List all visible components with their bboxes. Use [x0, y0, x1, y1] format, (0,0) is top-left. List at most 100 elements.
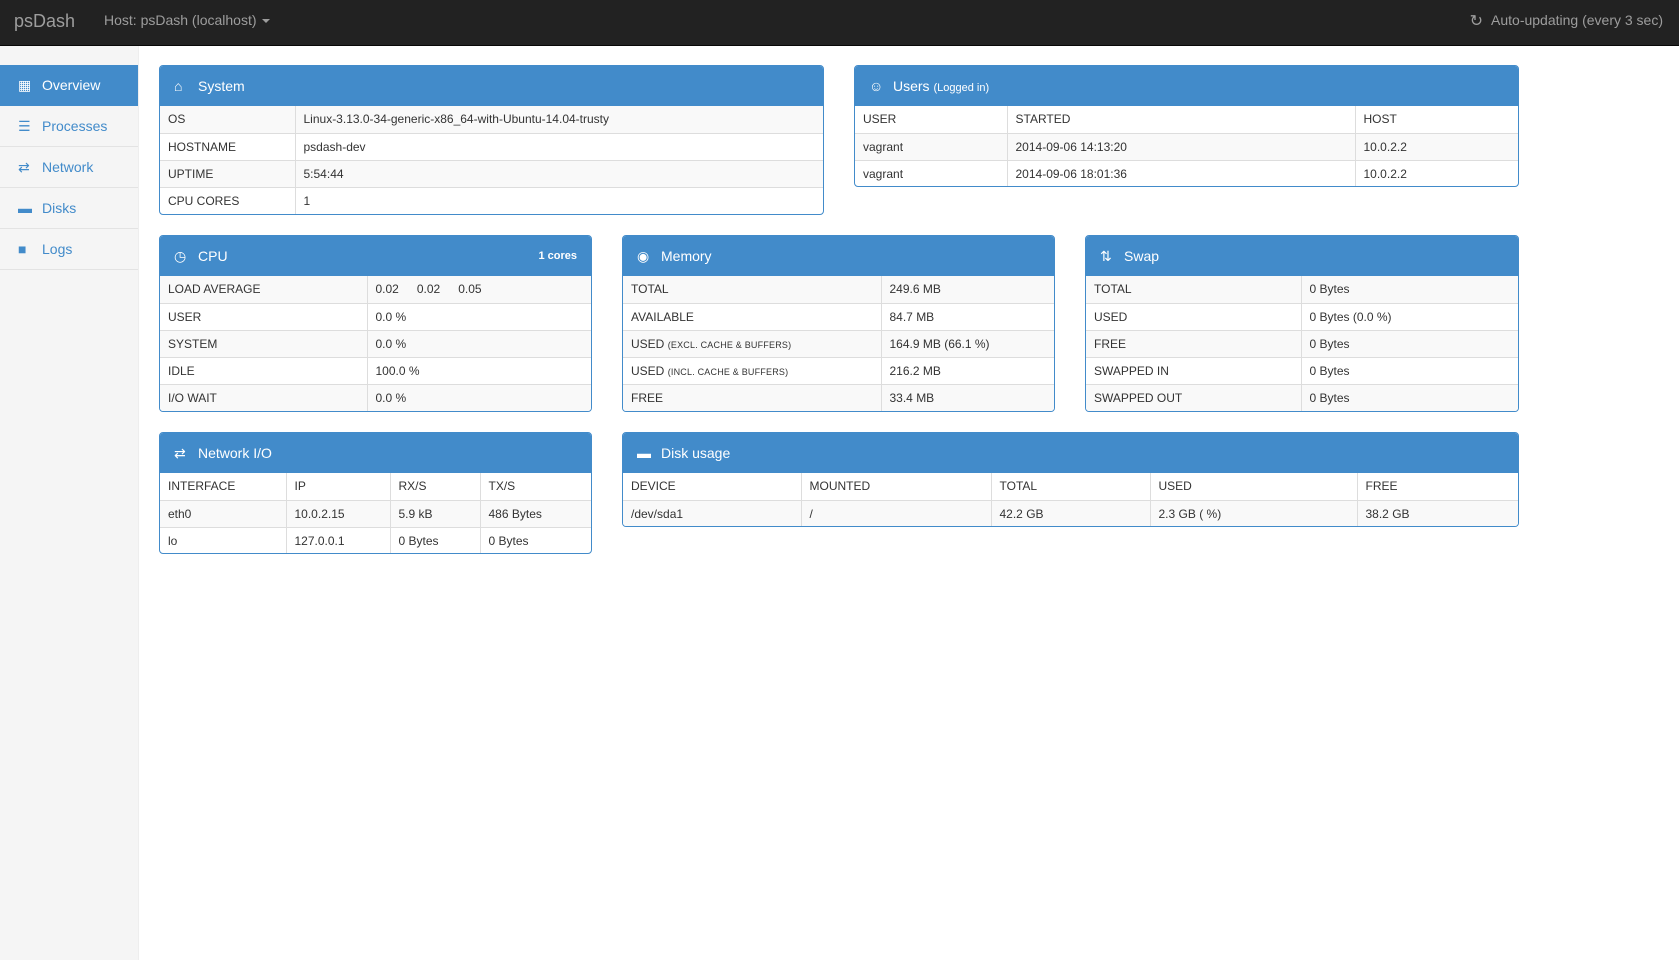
row-value: 216.2 MB	[881, 356, 1054, 384]
swap-table: TOTAL 0 Bytes USED 0 Bytes (0.0 %) FREE 0 B…	[1086, 276, 1518, 411]
cpu-panel: ◷ CPU 1 cores LOAD AVERAGE 0.02 0.02 0.05 U…	[159, 235, 592, 412]
sidebar-item-disks[interactable]: ▬ Disks	[0, 188, 138, 229]
brand-link[interactable]: psDash	[14, 11, 76, 31]
panel-title: Users	[893, 78, 930, 94]
transfer-arrows-icon: ⇄	[18, 159, 30, 175]
started-cell: 2014-09-06 14:13:20	[1007, 132, 1356, 160]
transfer-icon: ⇅	[1100, 248, 1112, 264]
panel-title: System	[198, 78, 245, 94]
table-row: LOAD AVERAGE 0.02 0.02 0.05	[160, 276, 591, 303]
table-row: USED (INCL. CACHE & BUFFERS) 216.2 MB	[623, 356, 1054, 384]
row-key-label: AVAILABLE	[631, 309, 694, 324]
row-key: SWAPPED IN	[1086, 356, 1302, 384]
table-row: IDLE 100.0 %	[160, 356, 591, 384]
device-cell: /dev/sda1	[623, 499, 802, 526]
row-value: 164.9 MB (66.1 %)	[881, 329, 1054, 357]
row-key: FREE	[623, 383, 882, 411]
load-1m: 0.02	[375, 282, 399, 297]
table-row: TOTAL 249.6 MB	[623, 276, 1054, 303]
sidebar-item-label: Logs	[42, 241, 73, 257]
table-row: SWAPPED IN 0 Bytes	[1086, 356, 1518, 384]
network-table: INTERFACE IP RX/S TX/S eth0 10.0.2.15 5.9 kB 4…	[160, 473, 591, 553]
row-value: 33.4 MB	[881, 383, 1054, 411]
row-key: LOAD AVERAGE	[160, 276, 368, 303]
host-label: Host: psDash (localhost)	[104, 12, 257, 28]
top-navbar: psDash Host: psDash (localhost) ↻ Auto-up…	[0, 0, 1679, 46]
row-key: OS	[160, 106, 296, 133]
row-key: USED (INCL. CACHE & BUFFERS)	[623, 356, 882, 384]
auto-updating-indicator[interactable]: ↻ Auto-updating (every 3 sec)	[1470, 0, 1663, 46]
free-cell: 38.2 GB	[1357, 499, 1518, 526]
sidebar-item-network[interactable]: ⇄ Network	[0, 147, 138, 188]
table-row: TOTAL 0 Bytes	[1086, 276, 1518, 303]
row-key: TOTAL	[1086, 276, 1302, 303]
row-value: Linux-3.13.0-34-generic-x86_64-with-Ubun…	[295, 106, 823, 133]
table-row: I/O WAIT 0.0 %	[160, 383, 591, 411]
row-value: 249.6 MB	[881, 276, 1054, 303]
caret-down-icon	[261, 19, 270, 24]
row-value: 0.0 %	[367, 383, 591, 411]
user-icon: ☺	[869, 78, 884, 94]
sidebar-item-processes[interactable]: ☰ Processes	[0, 106, 138, 147]
host-cell: 10.0.2.2	[1355, 159, 1518, 186]
host-dropdown[interactable]: Host: psDash (localhost)	[104, 0, 270, 46]
record-circle-icon: ◉	[637, 248, 650, 264]
row-value: 0.0 %	[367, 329, 591, 357]
interface-cell: lo	[160, 526, 287, 553]
column-header: RX/S	[390, 473, 481, 500]
row-key-label: FREE	[631, 390, 664, 405]
row-key: USED (EXCL. CACHE & BUFFERS)	[623, 329, 882, 357]
row-key: SYSTEM	[160, 329, 368, 357]
column-header: FREE	[1365, 479, 1398, 494]
row-value: 0 Bytes	[1301, 383, 1518, 411]
column-header: TX/S	[488, 479, 516, 494]
table-row: OS Linux-3.13.0-34-generic-x86_64-with-Ub…	[160, 106, 823, 133]
tx-cell: 486 Bytes	[480, 499, 591, 527]
swap-panel: ⇅ Swap TOTAL 0 Bytes USED 0 Bytes (0.0 %) F…	[1085, 235, 1519, 412]
row-value: 0 Bytes	[1301, 276, 1518, 303]
user-cell: vagrant	[855, 132, 1008, 160]
row-key-label: USED	[631, 363, 665, 378]
cpu-cores-label: 1 cores	[538, 250, 577, 262]
row-key: TOTAL	[623, 276, 882, 303]
rx-cell: 5.9 kB	[390, 499, 481, 527]
table-row: UPTIME 5:54:44	[160, 159, 823, 187]
panel-title: Network I/O	[198, 445, 272, 461]
system-table: OS Linux-3.13.0-34-generic-x86_64-with-Ub…	[160, 106, 823, 214]
table-row: FREE 0 Bytes	[1086, 329, 1518, 357]
column-header: DEVICE	[623, 473, 802, 500]
table-row: CPU CORES 1	[160, 186, 823, 214]
panel-title: Memory	[661, 248, 712, 264]
table-row: USED (EXCL. CACHE & BUFFERS) 164.9 MB (66…	[623, 329, 1054, 357]
sidebar-item-overview[interactable]: ▦ Overview	[0, 65, 138, 106]
table-row: USED 0 Bytes (0.0 %)	[1086, 302, 1518, 330]
auto-updating-label: Auto-updating (every 3 sec)	[1491, 12, 1663, 28]
row-value: 0 Bytes (0.0 %)	[1301, 302, 1518, 330]
started-cell: 2014-09-06 18:01:36	[1007, 159, 1356, 186]
table-row: USER 0.0 %	[160, 302, 591, 330]
row-key: UPTIME	[160, 159, 296, 187]
disk-usage-panel-heading: ▬ Disk usage	[623, 433, 1518, 473]
sidebar-item-label: Overview	[42, 77, 101, 93]
book-icon: ■	[18, 241, 27, 257]
row-key: I/O WAIT	[160, 383, 368, 411]
tx-cell: 0 Bytes	[480, 526, 591, 553]
swap-panel-heading: ⇅ Swap	[1086, 236, 1518, 276]
cpu-table: LOAD AVERAGE 0.02 0.02 0.05 USER 0.0 % SYST…	[160, 276, 591, 411]
ip-cell: 10.0.2.15	[286, 499, 391, 527]
column-header: MOUNTED	[801, 473, 992, 500]
table-row: FREE 33.4 MB	[623, 383, 1054, 411]
user-cell: vagrant	[855, 159, 1008, 186]
users-panel-heading: ☺ Users (Logged in)	[855, 66, 1518, 106]
column-header: INTERFACE	[160, 473, 287, 500]
rx-cell: 0 Bytes	[390, 526, 481, 553]
disk-usage-panel: ▬ Disk usage DEVICE MOUNTED TOTAL USED FREE /…	[622, 432, 1519, 527]
memory-panel-heading: ◉ Memory	[623, 236, 1054, 276]
row-value: 0.0 %	[367, 302, 591, 330]
row-key-qualifier: (INCL. CACHE & BUFFERS)	[667, 366, 789, 377]
sidebar-item-label: Disks	[42, 200, 77, 216]
sidebar-item-logs[interactable]: ■ Logs	[0, 229, 138, 270]
hdd-icon: ▬	[637, 445, 651, 461]
table-row: vagrant 2014-09-06 14:13:20 10.0.2.2	[855, 132, 1518, 160]
row-value: 0 Bytes	[1301, 329, 1518, 357]
